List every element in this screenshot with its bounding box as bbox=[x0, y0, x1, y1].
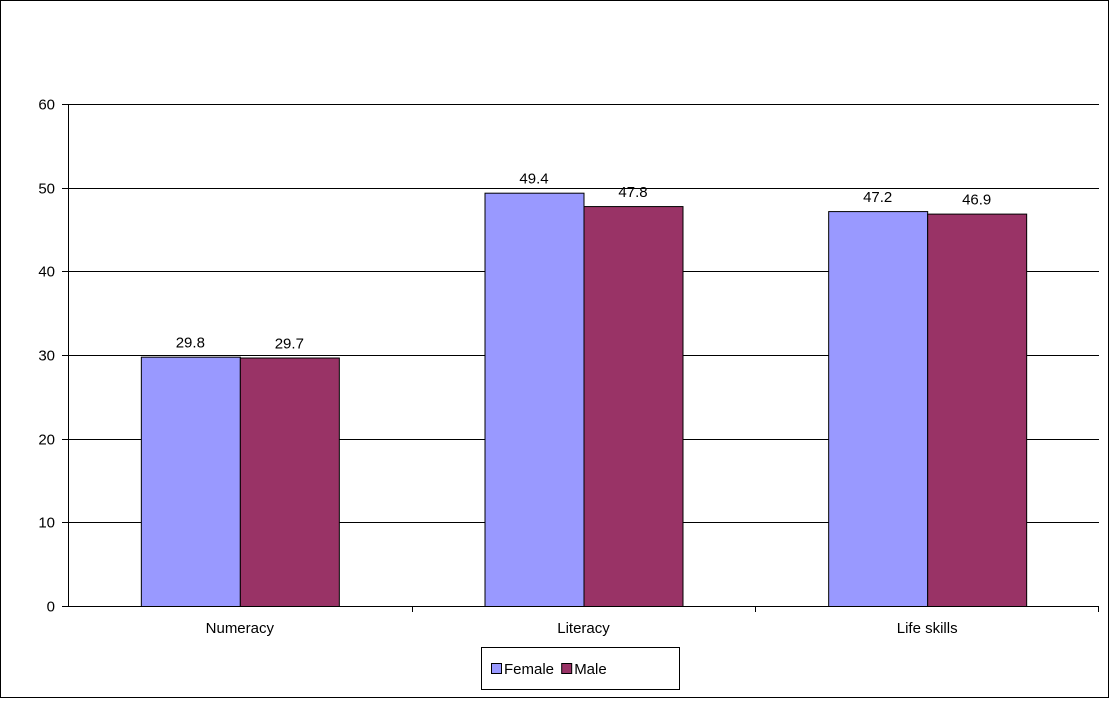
data-label-literacy-female: 49.4 bbox=[519, 171, 548, 188]
x-tick-label-numeracy: Numeracy bbox=[206, 620, 275, 637]
y-tick-label-10: 10 bbox=[38, 515, 55, 532]
bar-life-skills-male bbox=[927, 213, 1028, 607]
bar-numeracy-male bbox=[239, 357, 340, 608]
y-tick-label-30: 30 bbox=[38, 348, 55, 365]
data-label-life-skills-male: 46.9 bbox=[962, 192, 991, 209]
axes: 0 10 20 30 40 50 60 Numeracy Literacy Life skills bbox=[38, 97, 1099, 637]
y-tick-label-50: 50 bbox=[38, 181, 55, 198]
data-label-literacy-male: 47.8 bbox=[618, 184, 647, 201]
data-label-numeracy-male: 29.7 bbox=[275, 336, 304, 353]
x-tick-label-life-skills: Life skills bbox=[897, 620, 958, 637]
legend-label-male: Male bbox=[574, 661, 607, 678]
bars bbox=[140, 192, 1028, 608]
bar-literacy-male bbox=[583, 206, 684, 607]
bar-literacy-female bbox=[484, 192, 585, 607]
bar-numeracy-female bbox=[140, 356, 241, 607]
data-label-numeracy-female: 29.8 bbox=[176, 335, 205, 352]
legend: Female Male bbox=[481, 647, 680, 690]
y-tick-label-60: 60 bbox=[38, 97, 55, 114]
legend-swatch-male bbox=[561, 663, 573, 674]
legend-swatch-female bbox=[491, 663, 502, 674]
legend-box bbox=[481, 647, 680, 690]
y-tick-label-20: 20 bbox=[38, 432, 55, 449]
x-tick-label-literacy: Literacy bbox=[557, 620, 610, 637]
data-label-life-skills-female: 47.2 bbox=[863, 189, 892, 206]
bar-life-skills-female bbox=[828, 211, 929, 608]
data-labels: 29.8 29.7 49.4 47.8 47.2 46.9 bbox=[176, 171, 992, 353]
y-tick-label-0: 0 bbox=[47, 599, 55, 616]
legend-label-female: Female bbox=[504, 661, 554, 678]
y-tick-label-40: 40 bbox=[38, 264, 55, 281]
